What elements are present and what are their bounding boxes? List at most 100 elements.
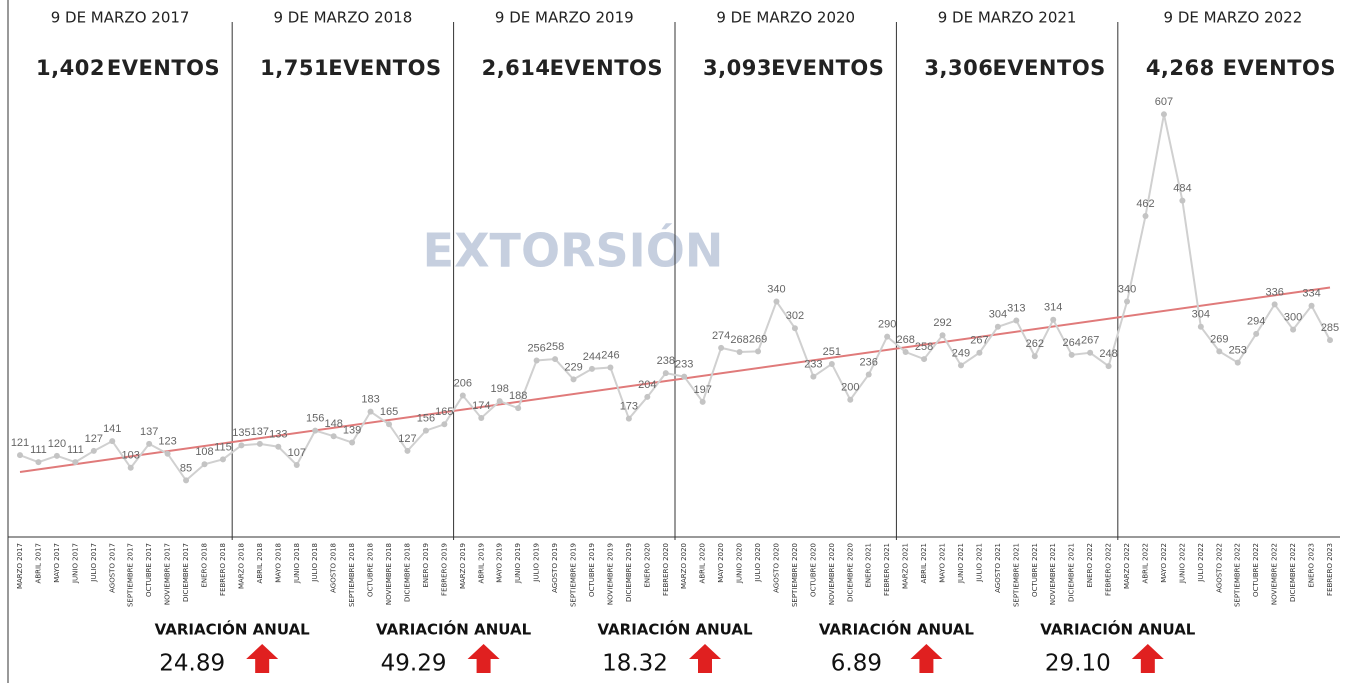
x-tick-label: MARZO 2022 bbox=[1123, 543, 1131, 589]
data-point bbox=[90, 447, 97, 454]
data-point bbox=[1160, 111, 1167, 118]
data-point bbox=[1087, 349, 1094, 356]
x-tick-label: FEBRERO 2021 bbox=[883, 543, 891, 596]
data-label: 137 bbox=[140, 426, 158, 438]
period-title: 9 DE MARZO 2018 bbox=[274, 9, 413, 27]
data-point bbox=[349, 439, 356, 446]
data-point bbox=[1271, 301, 1278, 308]
data-label: 294 bbox=[1247, 316, 1265, 328]
x-tick-label: DICIEMBRE 2022 bbox=[1289, 543, 1297, 602]
data-point bbox=[662, 370, 669, 377]
data-point bbox=[1234, 359, 1241, 366]
data-label: 300 bbox=[1284, 312, 1302, 324]
data-label: 267 bbox=[1081, 335, 1099, 347]
period-unit: EVENTOS bbox=[771, 56, 884, 80]
data-point bbox=[1050, 316, 1057, 323]
variation-value: 24.89 bbox=[159, 651, 225, 677]
x-tick-label: FEBRERO 2019 bbox=[440, 543, 448, 596]
data-point bbox=[1105, 363, 1112, 370]
x-tick-label: JUNIO 2020 bbox=[736, 543, 744, 584]
data-point bbox=[293, 461, 300, 468]
data-label: 246 bbox=[601, 349, 619, 361]
data-point bbox=[552, 356, 559, 363]
data-point bbox=[17, 452, 23, 459]
data-label: 256 bbox=[527, 342, 545, 354]
data-label: 340 bbox=[1118, 283, 1136, 295]
data-label: 248 bbox=[1099, 348, 1117, 360]
x-tick-label: AGOSTO 2018 bbox=[330, 543, 338, 593]
data-point bbox=[736, 349, 743, 356]
data-point bbox=[275, 443, 282, 450]
data-point bbox=[1031, 353, 1038, 360]
variation-label: VARIACIÓN ANUAL bbox=[376, 620, 532, 639]
data-point bbox=[330, 433, 337, 440]
x-tick-label: ENERO 2022 bbox=[1086, 543, 1094, 588]
data-label: 249 bbox=[952, 347, 970, 359]
data-label: 268 bbox=[730, 334, 748, 346]
x-tick-label: ENERO 2021 bbox=[865, 543, 873, 588]
data-point bbox=[127, 464, 134, 471]
data-point bbox=[681, 373, 688, 380]
data-point bbox=[810, 373, 817, 380]
x-tick-label: MARZO 2019 bbox=[459, 543, 467, 589]
data-point bbox=[921, 356, 928, 363]
x-tick-label: MAYO 2022 bbox=[1160, 543, 1168, 583]
data-point bbox=[607, 364, 614, 371]
data-label: 233 bbox=[675, 359, 693, 371]
data-point bbox=[644, 393, 651, 400]
x-tick-label: SEPTIEMBRE 2020 bbox=[791, 543, 799, 607]
up-arrow bbox=[910, 644, 943, 673]
x-tick-label: FEBRERO 2023 bbox=[1326, 543, 1334, 596]
x-tick-label: NOVIEMBRE 2022 bbox=[1271, 543, 1279, 605]
data-label: 188 bbox=[509, 390, 527, 402]
x-tick-label: JULIO 2020 bbox=[754, 543, 762, 583]
data-label: 258 bbox=[915, 341, 933, 353]
data-label: 200 bbox=[841, 382, 859, 394]
period-title: 9 DE MARZO 2021 bbox=[938, 9, 1077, 27]
data-point bbox=[183, 477, 190, 484]
x-tick-label: DICIEMBRE 2018 bbox=[403, 543, 411, 602]
data-label: 304 bbox=[1192, 309, 1210, 321]
data-label: 198 bbox=[491, 383, 509, 395]
data-label: 156 bbox=[417, 413, 435, 425]
period-title: 9 DE MARZO 2020 bbox=[716, 9, 855, 27]
data-point bbox=[1142, 213, 1149, 219]
x-tick-label: JUNIO 2018 bbox=[293, 543, 301, 584]
period-total: 4,268 bbox=[1146, 56, 1215, 80]
x-tick-label: ENERO 2020 bbox=[643, 543, 651, 588]
x-tick-label: SEPTIEMBRE 2021 bbox=[1012, 543, 1020, 607]
x-tick-label: AGOSTO 2019 bbox=[551, 543, 559, 593]
data-point bbox=[256, 440, 263, 447]
data-label: 183 bbox=[361, 394, 379, 406]
data-point bbox=[219, 456, 226, 463]
period-total: 2,614 bbox=[482, 56, 551, 80]
data-point bbox=[367, 408, 374, 415]
x-tick-label: NOVIEMBRE 2018 bbox=[385, 543, 393, 605]
data-label: 267 bbox=[970, 335, 988, 347]
x-tick-label: OCTUBRE 2017 bbox=[145, 543, 153, 597]
up-arrow bbox=[467, 644, 500, 673]
x-tick-label: MARZO 2021 bbox=[902, 543, 910, 589]
x-tick-label: FEBRERO 2018 bbox=[219, 543, 227, 596]
data-point bbox=[109, 438, 116, 445]
x-tick-label: AGOSTO 2021 bbox=[994, 543, 1002, 593]
data-point bbox=[773, 298, 780, 305]
data-label: 292 bbox=[933, 317, 951, 329]
x-tick-label: MARZO 2020 bbox=[680, 543, 688, 589]
x-tick-label: MAYO 2017 bbox=[53, 543, 61, 583]
data-label: 111 bbox=[67, 444, 84, 456]
data-label: 258 bbox=[546, 341, 564, 353]
x-tick-label: ABRIL 2022 bbox=[1141, 543, 1149, 583]
data-point bbox=[828, 360, 835, 367]
data-point bbox=[847, 396, 854, 403]
data-point bbox=[238, 442, 245, 449]
data-point bbox=[1327, 337, 1333, 344]
data-label: 127 bbox=[85, 433, 103, 445]
x-tick-label: MAYO 2021 bbox=[939, 543, 947, 583]
data-label: 251 bbox=[823, 346, 841, 358]
variation-value: 49.29 bbox=[381, 651, 447, 677]
data-label: 262 bbox=[1026, 338, 1044, 350]
data-label: 253 bbox=[1229, 344, 1247, 356]
data-label: 313 bbox=[1007, 302, 1025, 314]
up-arrow bbox=[1131, 644, 1164, 673]
